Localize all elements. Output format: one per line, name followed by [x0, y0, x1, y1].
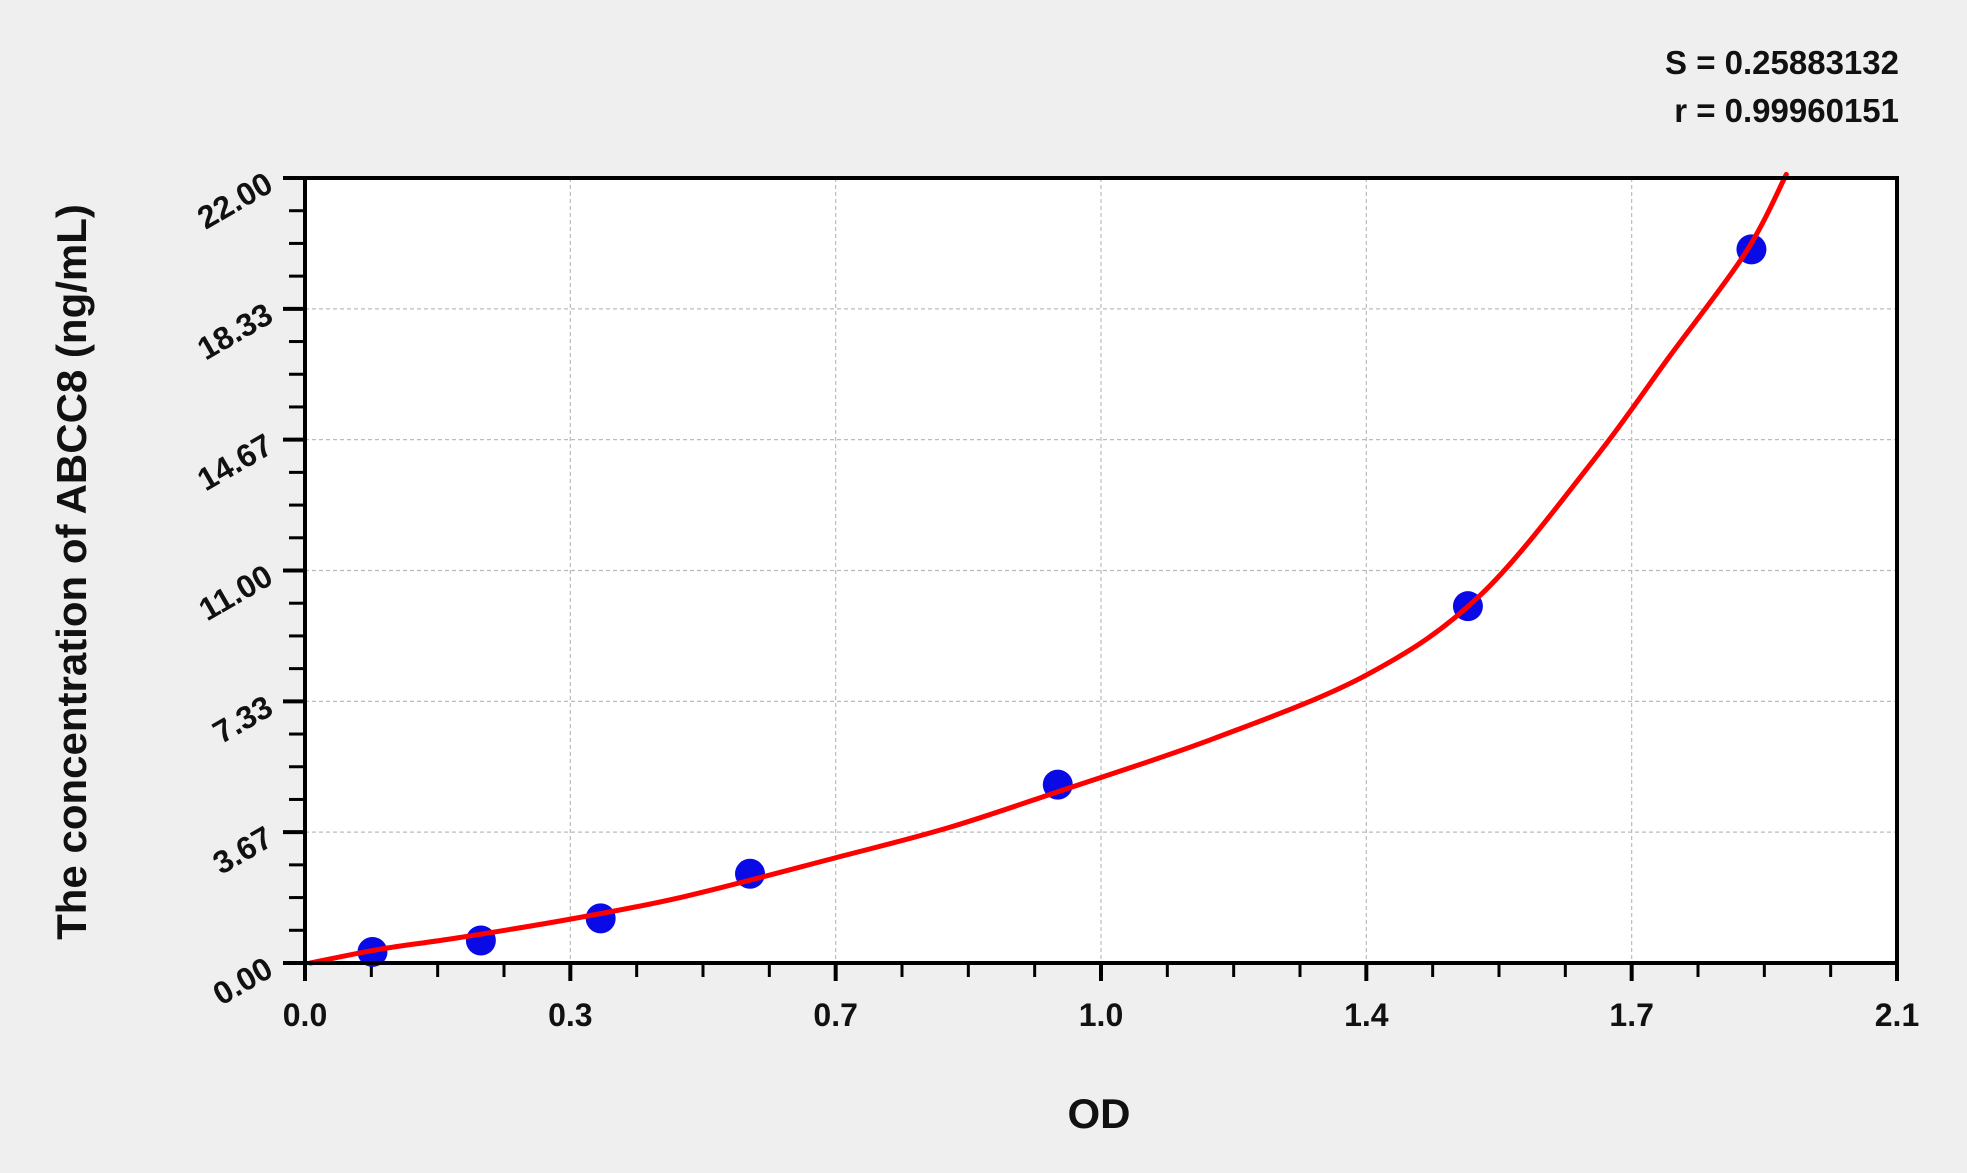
r-statistic: r = 0.99960151	[1674, 92, 1899, 129]
x-tick-label: 1.0	[1079, 997, 1123, 1033]
x-tick-label: 0.3	[548, 997, 592, 1033]
y-tick-label: 22.00	[191, 165, 278, 236]
x-tick-label: 0.0	[283, 997, 327, 1033]
x-tick-label: 2.1	[1875, 997, 1919, 1033]
x-tick-label: 1.7	[1609, 997, 1653, 1033]
grid	[305, 178, 1897, 963]
y-tick-label: 11.00	[193, 557, 279, 627]
y-tick-label: 0.00	[207, 950, 279, 1012]
data-point	[585, 903, 616, 934]
x-tick-label: 1.4	[1344, 997, 1389, 1033]
y-tick-label: 3.67	[207, 819, 279, 881]
x-axis-label: OD	[1068, 1090, 1131, 1137]
fit-curve-group	[307, 171, 1789, 966]
y-tick-label: 14.67	[191, 427, 278, 498]
fit-curve	[307, 171, 1789, 966]
x-tick-label: 0.7	[813, 997, 857, 1033]
s-statistic: S = 0.25883132	[1665, 44, 1899, 81]
y-tick-label: 18.33	[191, 296, 278, 367]
y-tick-label: 7.33	[207, 688, 279, 750]
y-axis-label: The concentration of ABCC8 (ng/mL)	[48, 204, 95, 940]
plot-frame	[303, 176, 1899, 965]
